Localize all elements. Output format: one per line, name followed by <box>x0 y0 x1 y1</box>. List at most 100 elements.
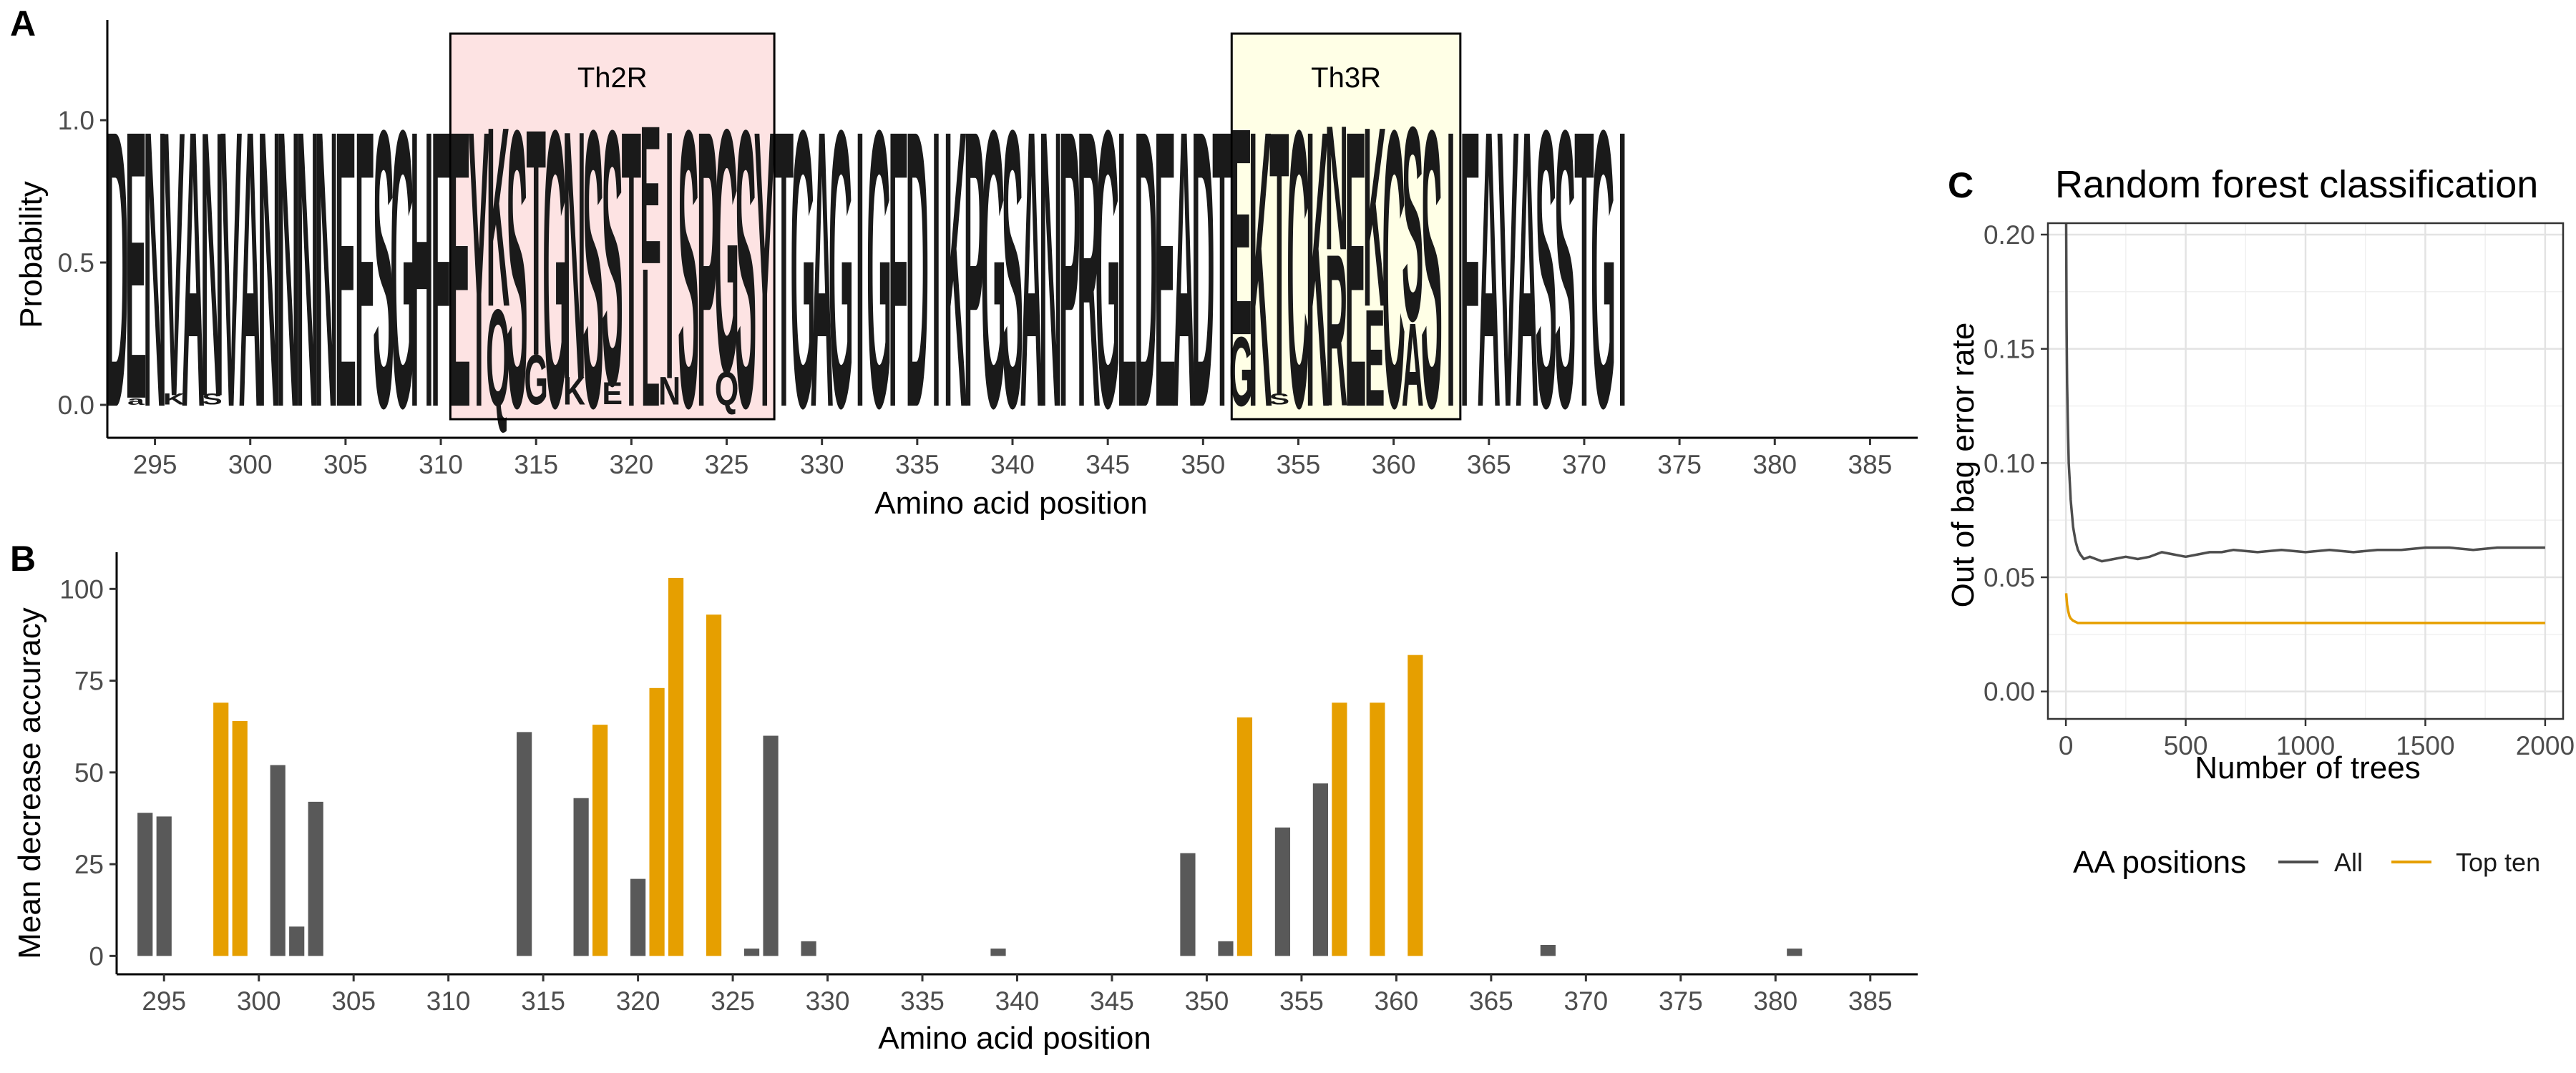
logo-residue-301: N <box>258 49 281 490</box>
bar-294 <box>137 813 153 956</box>
region-box-2 <box>1231 34 1460 419</box>
bar-302 <box>289 926 305 956</box>
logo-minor-residue-321: L <box>641 227 660 448</box>
logo-residue-366: V <box>1497 49 1518 490</box>
logo-residue-309: H <box>410 49 434 490</box>
bar-381 <box>1787 949 1802 956</box>
panel-b-x-tick-label: 305 <box>331 986 376 1016</box>
panel-a-x-tick-label: 315 <box>514 450 558 479</box>
panel-c-grid <box>2048 223 2563 719</box>
logo-residue-365: A <box>1478 49 1501 490</box>
panel-a-x-tick-label: 340 <box>990 450 1035 479</box>
panel-c-x-tick-label: 500 <box>2164 731 2208 760</box>
logo-residue-368: S <box>1536 49 1557 490</box>
panel-b-x-tick-label: 375 <box>1659 986 1703 1016</box>
logo-residue-325: G <box>714 57 739 446</box>
logo-minor-residue-357: R <box>1325 209 1347 452</box>
bar-top-ten-352 <box>1236 717 1253 956</box>
panel-a-x-tick-label: 350 <box>1181 450 1225 479</box>
logo-residue-342: N <box>1039 49 1063 490</box>
logo-residue-302: N <box>277 49 301 490</box>
panel-a-x-tick-label: 335 <box>895 450 940 479</box>
panel-b-x-tick-label: 320 <box>616 986 660 1016</box>
bar-317 <box>573 798 589 956</box>
logo-residue-339: G <box>981 49 1006 490</box>
panel-a-y-tick-label: 0.5 <box>58 248 94 278</box>
logo-residue-351: T <box>1212 49 1232 490</box>
bar-329 <box>801 941 816 956</box>
logo-minor-residue-361: A <box>1402 298 1424 431</box>
logo-residue-322: I <box>665 56 674 454</box>
panel-b-x-tick-label: 365 <box>1469 986 1513 1016</box>
bar-top-ten-299 <box>232 721 248 956</box>
panel-c-y-tick-label: 0.20 <box>1984 220 2035 250</box>
logo-residue-308: G <box>390 49 415 490</box>
logo-residue-353: K <box>1249 49 1272 490</box>
logo-residue-330: A <box>810 49 834 490</box>
logo-residue-293: D <box>105 49 129 490</box>
panel-c-plot-area: 0.00 0.05 0.10 0.15 0.20 0 500 1000 1500 2000 <box>1984 220 2575 760</box>
panel-c-line-chart: C Random forest classification 0.000.050… <box>1946 163 2575 880</box>
logo-residue-355: C <box>1287 49 1310 490</box>
series-line-top-ten <box>2064 593 2545 624</box>
panel-b-y-tick-label: 50 <box>74 758 104 788</box>
logo-residue-345: G <box>1096 49 1121 490</box>
panel-a-y-tick-label: 1.0 <box>58 106 94 135</box>
logo-residue-369: S <box>1554 49 1576 490</box>
panel-a-x-tick-label: 305 <box>323 450 368 479</box>
panel-b-y-tick-label: 0 <box>89 941 104 971</box>
logo-residue-341: A <box>1020 49 1043 490</box>
logo-residue-312: Y <box>468 49 489 490</box>
logo-residue-371: G <box>1591 49 1616 490</box>
bar-top-ten-298 <box>213 702 229 956</box>
bar-349 <box>1180 853 1196 956</box>
logo-residue-313: K <box>487 74 510 361</box>
panel-a-x-tick-label: 365 <box>1467 450 1511 479</box>
logo-residue-352: E <box>1231 67 1252 398</box>
panel-b-letter: B <box>10 539 36 579</box>
bar-314 <box>517 732 532 956</box>
logo-minor-residue-319: E <box>602 376 623 411</box>
legend-title: AA positions <box>2073 845 2246 880</box>
logo-residue-344: R <box>1077 49 1101 490</box>
panel-a-x-tick-label: 370 <box>1562 450 1606 479</box>
panel-b-y-axis-title: Mean decrease accuracy <box>12 607 47 959</box>
logo-residue-304: N <box>315 49 338 490</box>
panel-b-x-tick-label: 330 <box>806 986 850 1016</box>
logo-minor-residue-325: Q <box>715 362 738 416</box>
logo-minor-residue-354: S <box>1269 391 1290 408</box>
panel-b-x-tick-label: 345 <box>1090 986 1134 1016</box>
logo-residue-297: A <box>182 49 205 490</box>
logo-residue-311: E <box>449 49 471 490</box>
panel-a-x-tick-label: 330 <box>800 450 844 479</box>
logo-residue-303: N <box>296 49 319 490</box>
panel-c-letter: C <box>1948 165 1974 205</box>
logo-minor-residue-315: G <box>525 341 548 420</box>
panel-a-x-tick-label: 345 <box>1085 450 1130 479</box>
panel-b-axes: 0 25 50 75 100 295 300 305 310 315 320 325 330 335 340… <box>59 552 1918 1016</box>
logo-residue-329: G <box>791 49 816 490</box>
legend-label-top-ten: Top ten <box>2456 848 2540 877</box>
logo-residue-335: D <box>906 49 930 490</box>
panel-b-x-tick-label: 325 <box>711 986 755 1016</box>
logo-minor-residue-294: a <box>127 394 145 407</box>
bar-top-ten-361 <box>1407 655 1423 956</box>
importance-bars <box>137 577 1802 956</box>
logo-residue-356: K <box>1306 49 1330 490</box>
panel-a-x-tick-label: 300 <box>228 450 273 479</box>
region-label-2: Th3R <box>1311 62 1381 94</box>
logo-residue-336: I <box>932 49 941 490</box>
logo-minor-residue-298: S <box>202 391 223 408</box>
logo-residue-310: F <box>431 49 451 490</box>
logo-residue-299: V <box>220 49 242 490</box>
region-box-outline-2 <box>1230 32 1462 421</box>
logo-minor-residue-317: K <box>563 369 585 413</box>
logo-residue-346: L <box>1117 49 1137 490</box>
panel-c-y-tick-label: 0.10 <box>1984 449 2035 478</box>
legend-label-all: All <box>2334 848 2363 877</box>
region-box-1 <box>450 34 775 419</box>
logo-residue-367: A <box>1516 49 1539 490</box>
panel-c-y-tick-label: 0.15 <box>1984 335 2035 364</box>
logo-residue-331: G <box>829 49 854 490</box>
